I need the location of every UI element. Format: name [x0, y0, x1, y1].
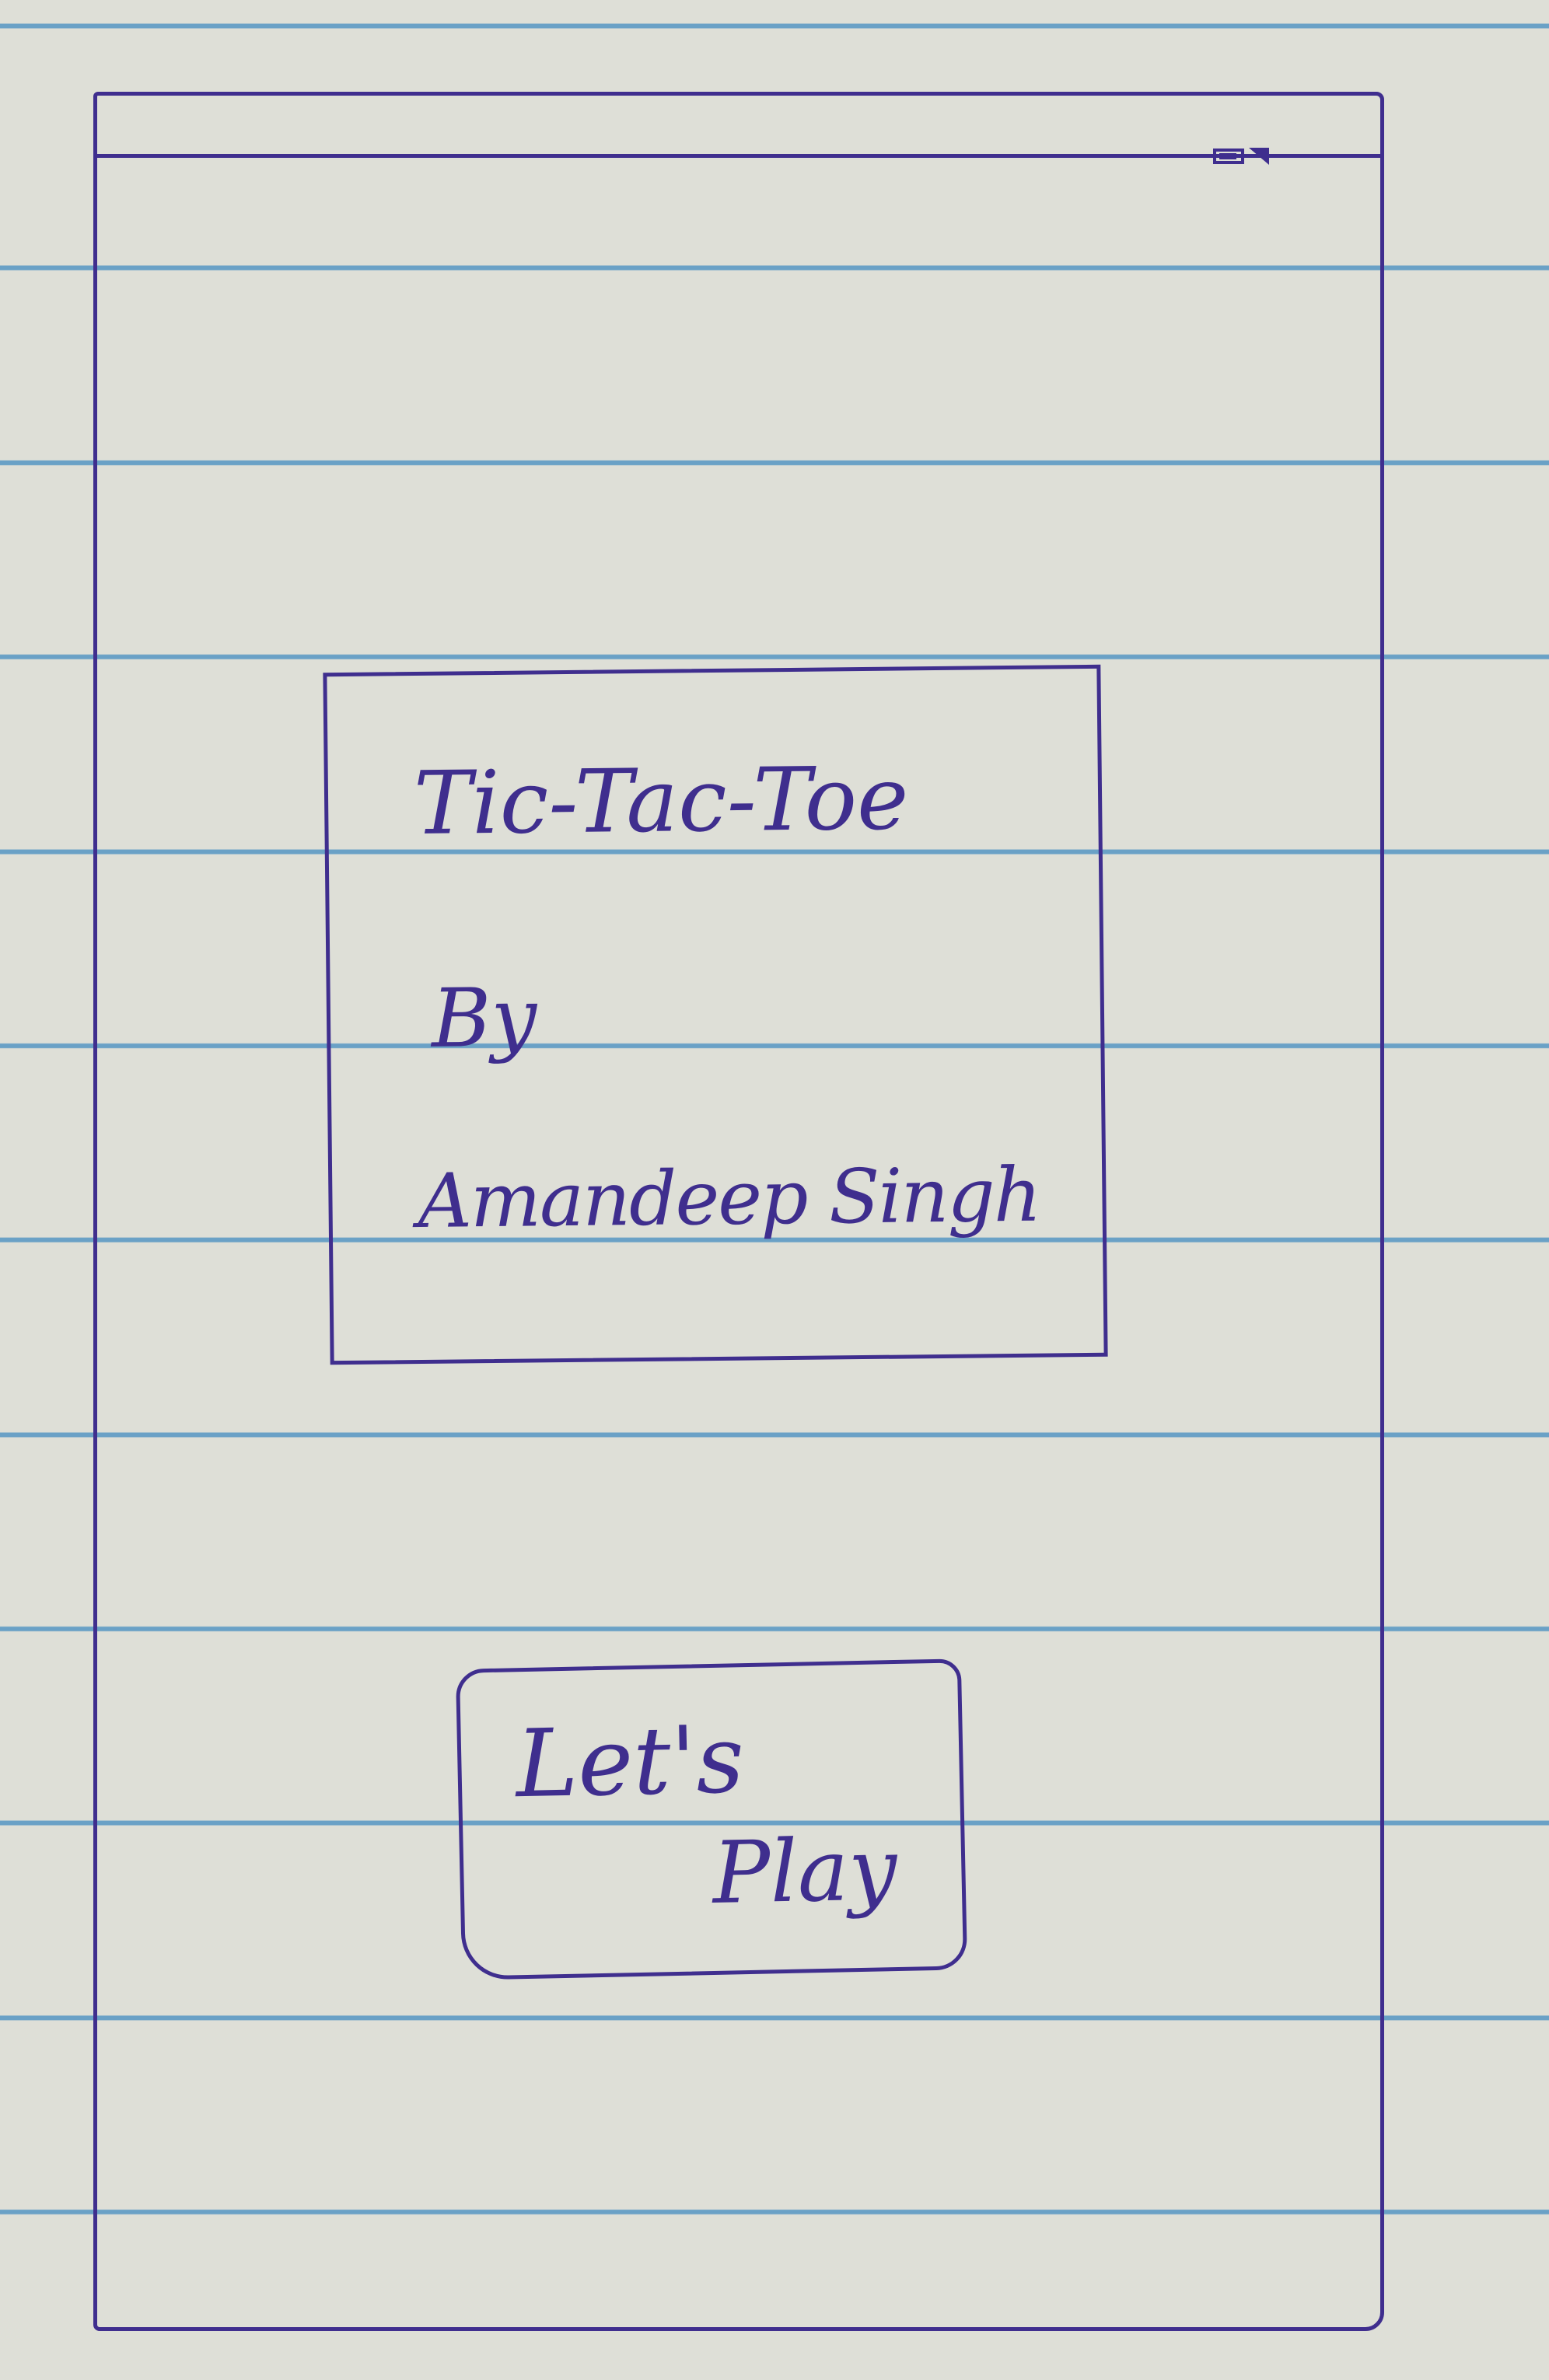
phone-frame: [93, 92, 1384, 2331]
signal-icon: [1249, 148, 1269, 165]
title-card: Tic-Tac-Toe By Amandeep Singh: [323, 664, 1108, 1365]
play-button-label-line1: Let's: [515, 1706, 746, 1819]
play-button-label-line2: Play: [712, 1819, 898, 1923]
author-name: Amandeep Singh: [417, 1151, 1041, 1246]
status-bar: [97, 96, 1380, 158]
battery-icon: [1213, 149, 1244, 164]
game-title: Tic-Tac-Toe: [413, 748, 909, 855]
by-label: By: [431, 970, 537, 1066]
status-icons: [1213, 148, 1269, 165]
lets-play-button[interactable]: Let's Play: [455, 1658, 968, 1980]
